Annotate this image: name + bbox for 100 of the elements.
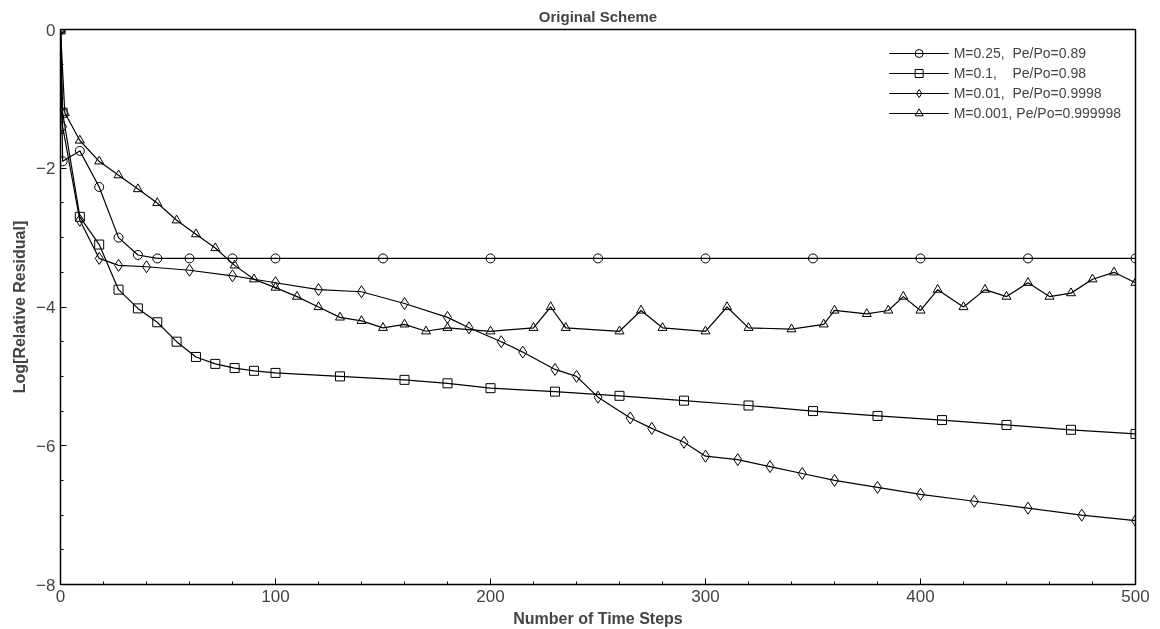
x-tick-label: 200 (476, 586, 505, 606)
point (1023, 253, 1033, 264)
point (550, 362, 560, 376)
legend-label: M=0.1, Pe/Po=0.98 (953, 65, 1086, 81)
point (743, 322, 754, 331)
point (442, 378, 453, 389)
point (132, 183, 143, 193)
point (132, 249, 143, 260)
legend-label: M=0.25, Pe/Po=0.89 (953, 45, 1086, 61)
point (356, 315, 367, 324)
point (679, 395, 689, 406)
y-tick-label: −2 (36, 159, 56, 179)
point (485, 383, 496, 394)
point (545, 301, 556, 311)
point (190, 351, 201, 362)
point (94, 155, 105, 165)
point (969, 494, 979, 508)
point (378, 253, 388, 264)
point (335, 371, 345, 382)
point (528, 322, 539, 331)
point (94, 239, 105, 250)
y-tick-label: 0 (46, 20, 56, 40)
chart-title: Original Scheme (538, 7, 658, 25)
point (958, 301, 969, 311)
point (464, 321, 474, 335)
point (74, 145, 85, 156)
point (1087, 273, 1098, 283)
point (399, 374, 410, 385)
point (229, 363, 240, 374)
point (270, 367, 281, 378)
point (808, 406, 818, 417)
point (818, 318, 829, 328)
point (113, 169, 124, 179)
point (636, 304, 646, 314)
point (797, 467, 807, 480)
point (113, 232, 124, 243)
y-tick-label: −8 (36, 575, 56, 595)
point (915, 304, 926, 314)
point (765, 460, 775, 474)
point (74, 211, 85, 222)
point (550, 386, 560, 397)
x-tick-label: 400 (906, 586, 935, 606)
point (114, 258, 124, 272)
point (335, 311, 345, 321)
point (210, 242, 221, 252)
point (171, 214, 182, 224)
point (700, 325, 711, 335)
point (1066, 424, 1076, 435)
y-axis-title: Log[Relative Residual] (11, 220, 29, 394)
point (625, 411, 635, 425)
point (113, 284, 124, 295)
point (743, 400, 754, 411)
legend-label: M=0.001, Pe/Po=0.999998 (953, 105, 1121, 121)
point (1077, 508, 1087, 522)
point (980, 283, 990, 293)
point (679, 435, 689, 449)
point (184, 253, 195, 264)
point (560, 322, 571, 331)
point (700, 253, 711, 264)
point (786, 323, 797, 333)
point (1044, 290, 1055, 300)
point (1001, 419, 1012, 430)
point (614, 390, 625, 401)
point (657, 322, 668, 331)
x-axis-title: Number of Time Steps (513, 609, 683, 627)
point (442, 322, 453, 331)
point (171, 336, 182, 347)
point (915, 253, 926, 264)
point (227, 253, 238, 264)
point (898, 290, 909, 300)
point (152, 317, 163, 328)
point (932, 283, 943, 293)
point (152, 197, 163, 207)
point (313, 301, 324, 311)
point (1023, 501, 1033, 515)
x-tick-label: 100 (261, 586, 290, 606)
point (937, 415, 947, 426)
point (1066, 287, 1076, 297)
point (75, 213, 85, 227)
point (1109, 266, 1119, 276)
point (399, 318, 410, 328)
point (614, 325, 625, 335)
y-tick-label: −6 (36, 436, 56, 456)
point (94, 251, 104, 265)
point (249, 365, 259, 376)
point (270, 253, 281, 264)
y-tick-label: −4 (36, 298, 56, 317)
point (229, 259, 240, 269)
point (496, 335, 506, 349)
point (593, 253, 603, 264)
point (861, 308, 872, 318)
point (722, 301, 732, 311)
point (593, 390, 603, 404)
point (1023, 277, 1033, 286)
point (94, 181, 105, 192)
point (808, 253, 818, 264)
point (132, 303, 143, 314)
point (883, 304, 894, 314)
point (190, 228, 201, 238)
point (485, 253, 496, 264)
